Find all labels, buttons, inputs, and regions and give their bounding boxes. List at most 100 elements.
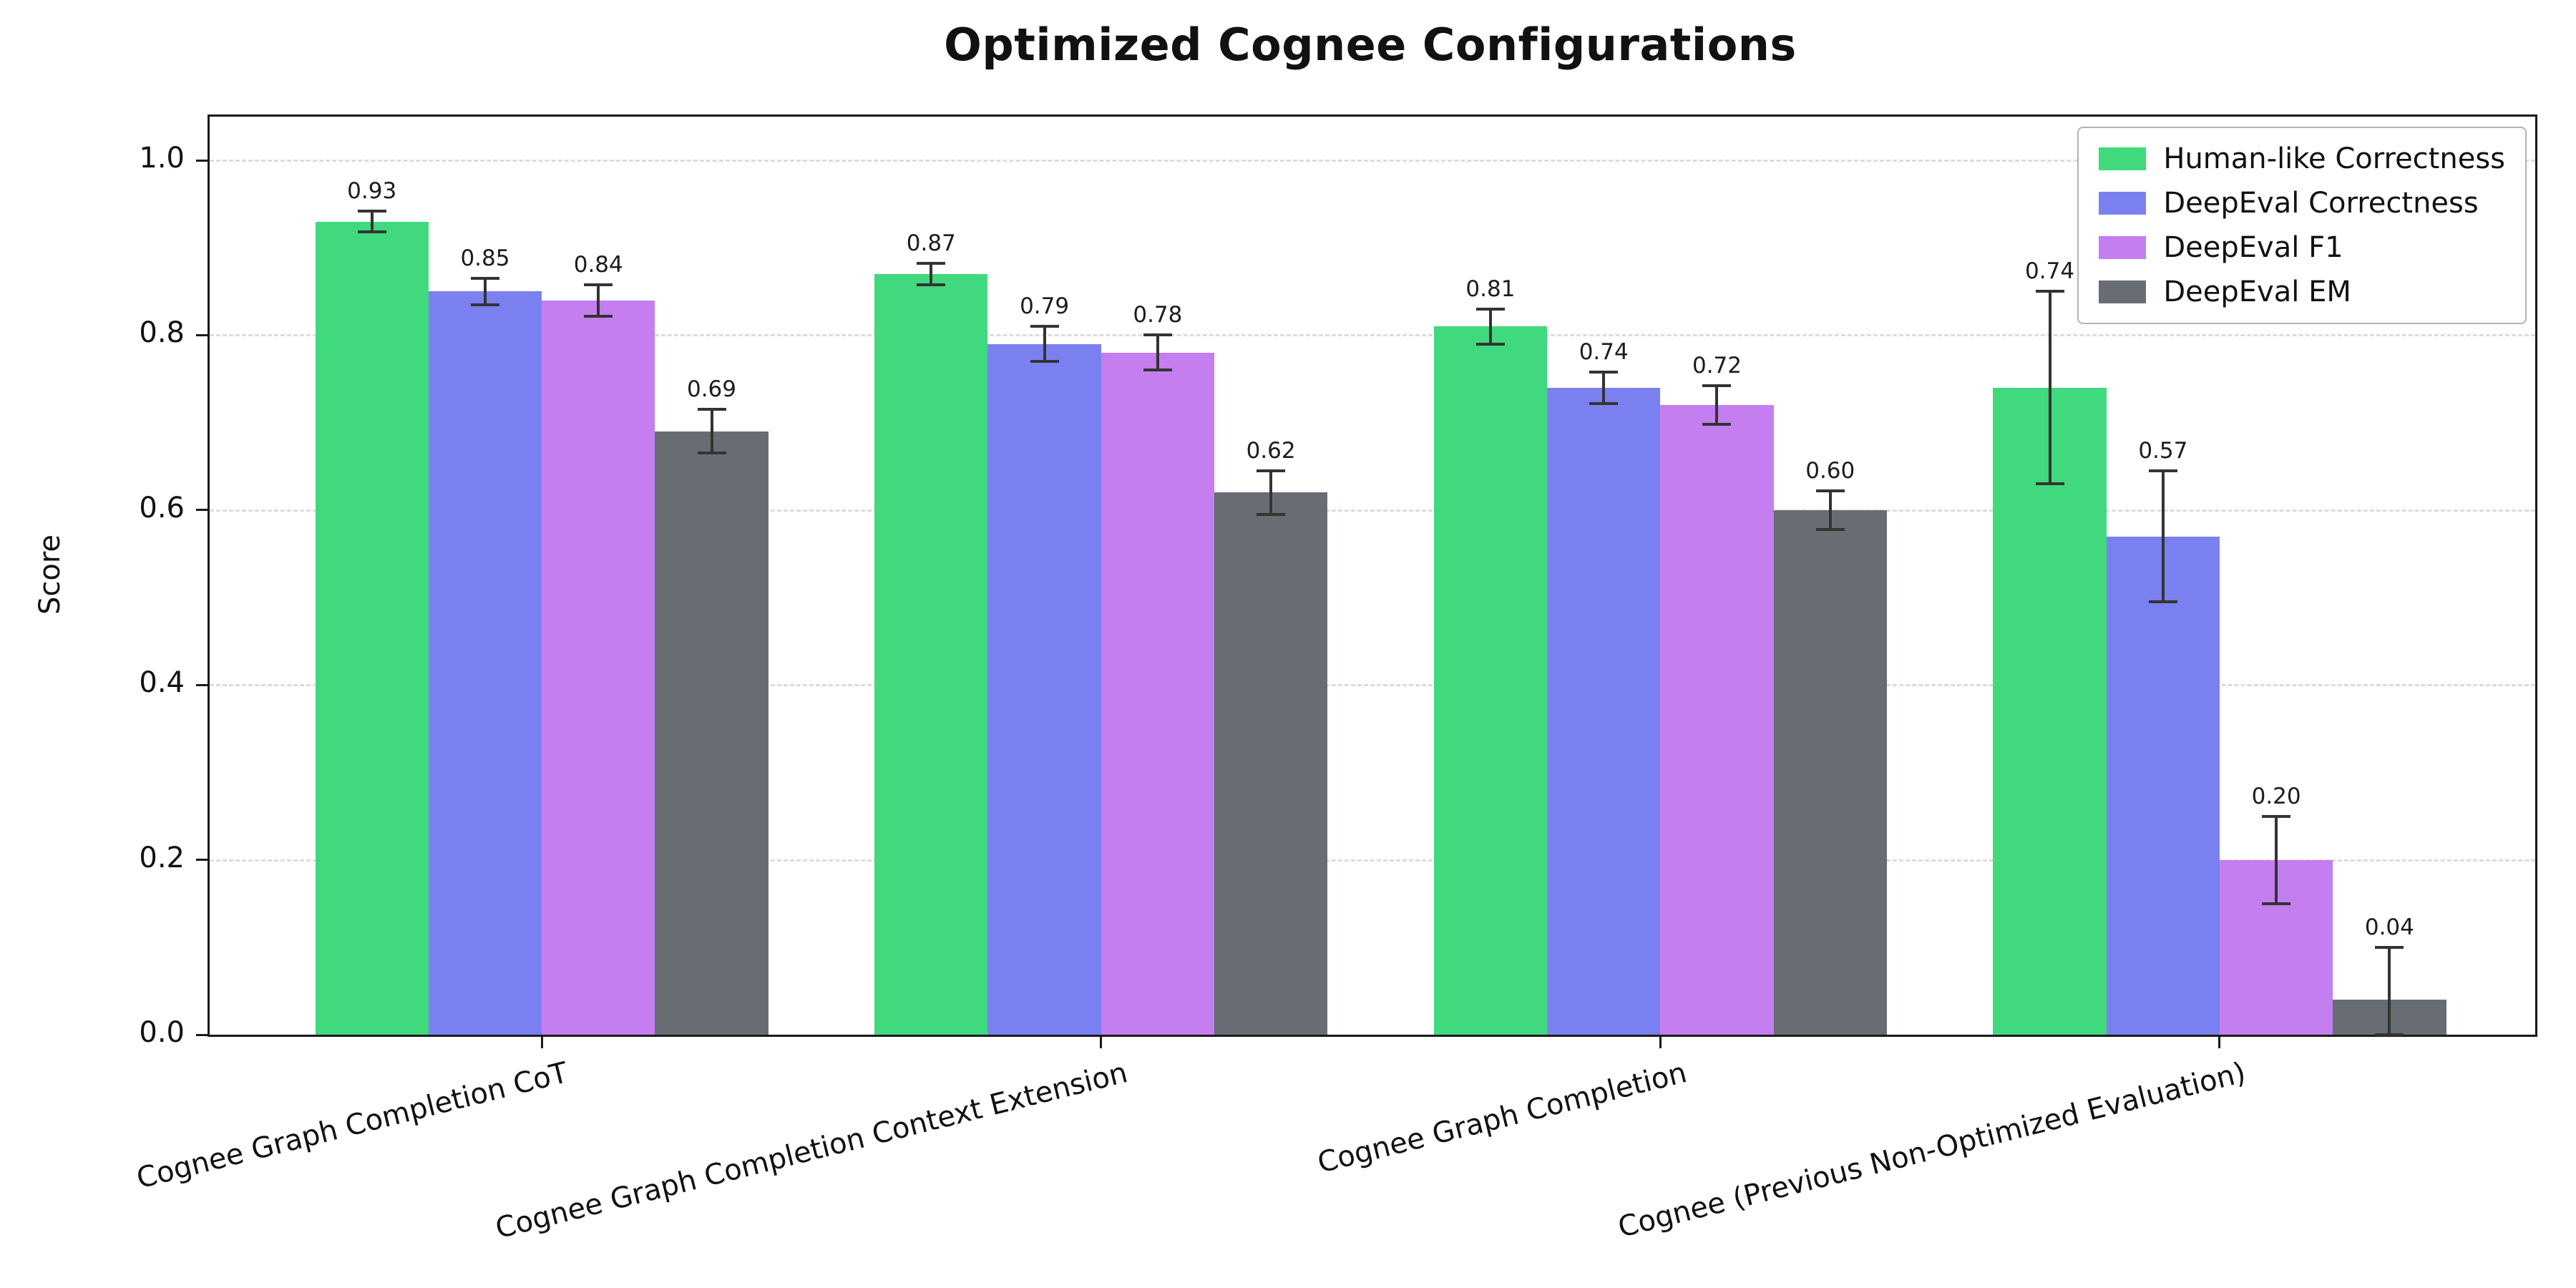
gridline: [210, 684, 2535, 687]
x-axis-tick: [540, 1037, 543, 1048]
error-bar-cap-bottom: [917, 283, 946, 286]
bar-value-label: 0.93: [347, 177, 397, 204]
gridline: [210, 160, 2535, 162]
gridline: [210, 334, 2535, 337]
gridline: [210, 509, 2535, 512]
bar-value-label: 0.62: [1246, 437, 1296, 464]
bar-value-label: 0.79: [1020, 293, 1070, 320]
error-bar-cap-bottom: [1257, 512, 1286, 516]
error-bar-cap-top: [1589, 370, 1619, 374]
error-bar-cap-bottom: [1589, 401, 1619, 405]
bar-value-label: 0.20: [2251, 783, 2301, 809]
error-bar-cap-top: [470, 277, 499, 280]
bar: [987, 343, 1101, 1035]
legend-swatch: [2099, 280, 2147, 303]
legend: Human-like Correctness DeepEval Correctne…: [2077, 127, 2527, 324]
error-bar-cap-top: [1702, 384, 1732, 388]
error-bar-cap-top: [1143, 333, 1172, 337]
bar-value-label: 0.74: [2025, 258, 2075, 285]
y-axis-tick: [196, 683, 208, 686]
x-tick-label: Cognee (Previous Non-Optimized Evaluatio…: [1614, 1056, 2250, 1244]
x-tick-label: Cognee Graph Completion CoT: [133, 1056, 572, 1196]
y-axis-label: Score: [34, 534, 67, 615]
y-tick-label: 0.8: [139, 316, 185, 350]
x-tick-label: Cognee Graph Completion: [1314, 1056, 1690, 1180]
y-axis-tick: [196, 1033, 208, 1036]
error-bar: [597, 284, 600, 316]
bar-value-label: 0.87: [906, 230, 956, 257]
legend-swatch: [2099, 192, 2147, 215]
x-axis-tick: [2218, 1037, 2221, 1048]
error-bar: [930, 263, 933, 285]
error-bar: [1828, 490, 1832, 530]
error-bar-cap-top: [1475, 307, 1505, 311]
error-bar: [370, 210, 374, 233]
error-bar-cap-top: [2148, 469, 2177, 472]
legend-item: DeepEval F1: [2099, 231, 2505, 264]
error-bar-cap-bottom: [584, 314, 613, 318]
bar-value-label: 0.72: [1692, 353, 1742, 379]
error-bar-cap-bottom: [1815, 527, 1845, 531]
y-tick-label: 0.4: [139, 666, 185, 700]
error-bar: [2161, 470, 2165, 602]
error-bar-cap-bottom: [1143, 369, 1172, 372]
bar: [542, 300, 655, 1035]
error-bar-cap-bottom: [1030, 360, 1059, 364]
y-axis-tick: [196, 859, 208, 862]
error-bar: [1043, 326, 1046, 362]
legend-item: DeepEval Correctness: [2099, 187, 2505, 220]
error-bar-cap-bottom: [2148, 600, 2177, 604]
bar: [655, 431, 769, 1035]
bar-value-label: 0.81: [1465, 275, 1516, 302]
y-axis-tick: [196, 333, 208, 336]
error-bar: [1715, 386, 1719, 425]
bar-value-label: 0.69: [686, 376, 737, 403]
error-bar: [2275, 816, 2278, 904]
error-bar: [2048, 291, 2051, 484]
error-bar: [2388, 947, 2391, 1035]
bar-value-label: 0.04: [2364, 914, 2414, 940]
legend-item-label: DeepEval EM: [2163, 275, 2351, 308]
error-bar-cap-top: [1815, 489, 1845, 492]
chart-title: Optimized Cognee Configurations: [944, 19, 1797, 71]
error-bar-cap-bottom: [697, 452, 726, 455]
error-bar-cap-top: [917, 262, 946, 265]
legend-item: DeepEval EM: [2099, 275, 2505, 308]
error-bar-cap-top: [584, 283, 613, 286]
error-bar-cap-top: [1257, 469, 1286, 472]
error-bar: [1269, 470, 1273, 514]
bar: [1101, 352, 1214, 1035]
y-tick-label: 0.2: [139, 841, 185, 874]
error-bar: [710, 409, 713, 454]
x-tick-label: Cognee Graph Completion Context Extensio…: [492, 1056, 1131, 1246]
error-bar-cap-bottom: [2262, 902, 2291, 905]
plot-area: 0.0 0.2 0.4 0.6 0.8 1.0 0.93 0.87 0.81 0.74 0.85 0.…: [133, 114, 2537, 1245]
error-bar-cap-bottom: [357, 230, 386, 234]
bar: [428, 291, 542, 1035]
legend-item-label: Human-like Correctness: [2163, 142, 2505, 175]
bar: [1547, 387, 1661, 1035]
error-bar-cap-bottom: [1702, 423, 1732, 426]
y-tick-label: 0.0: [139, 1016, 185, 1049]
error-bar-cap-bottom: [2035, 482, 2064, 486]
bar-value-label: 0.57: [2138, 437, 2188, 464]
bar: [1214, 492, 1328, 1035]
error-bar: [483, 278, 487, 305]
gridline: [210, 859, 2535, 862]
error-bar-cap-top: [2035, 290, 2064, 293]
legend-swatch: [2099, 236, 2147, 259]
x-axis-tick: [1100, 1037, 1103, 1048]
y-axis-tick: [196, 159, 208, 162]
error-bar-cap-top: [2375, 945, 2404, 949]
legend-item-label: DeepEval F1: [2163, 231, 2343, 264]
error-bar-cap-top: [357, 209, 386, 213]
error-bar-cap-top: [2262, 814, 2291, 818]
error-bar: [1156, 335, 1159, 371]
error-bar: [1488, 308, 1492, 344]
bar: [1773, 509, 1887, 1035]
y-tick-label: 0.6: [139, 491, 185, 525]
bar: [1660, 405, 1774, 1035]
error-bar: [1602, 371, 1606, 404]
error-bar-cap-bottom: [1475, 342, 1505, 346]
